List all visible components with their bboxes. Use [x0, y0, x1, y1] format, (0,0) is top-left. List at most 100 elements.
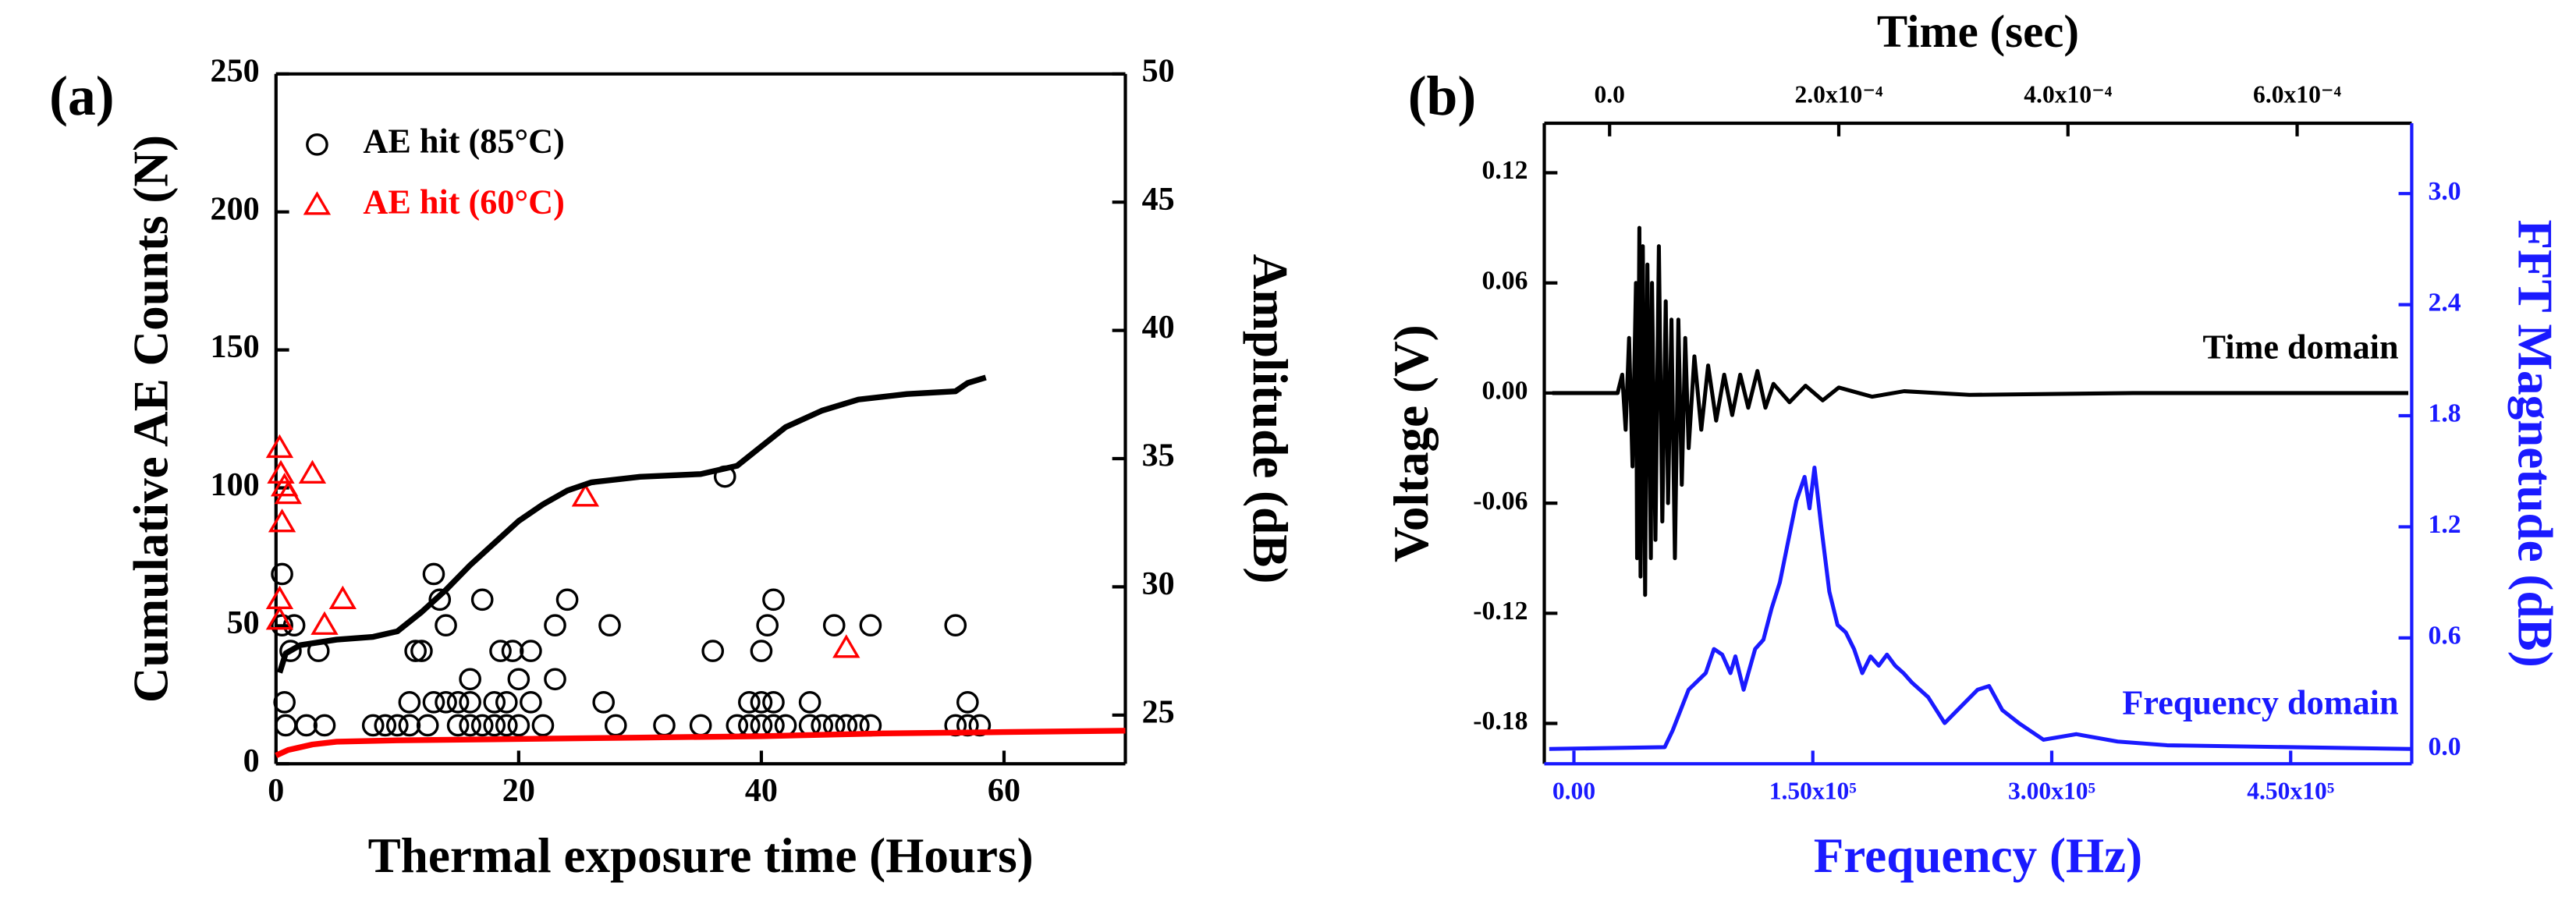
x-axis-label: Frequency (Hz) — [1814, 828, 2143, 883]
scatter-point — [832, 634, 860, 658]
top-tick-label: 0.0 — [1594, 81, 1624, 108]
scatter-point — [265, 434, 294, 459]
right-tick-label: 25 — [1142, 693, 1175, 730]
scatter-point — [310, 611, 339, 635]
scatter-point — [404, 640, 427, 662]
left-tick-label: 0.06 — [1482, 266, 1528, 295]
left-tick-label: -0.18 — [1473, 707, 1528, 736]
scatter-point — [762, 691, 785, 714]
x-axis-label: Thermal exposure time (Hours) — [368, 828, 1034, 883]
scatter-point — [298, 459, 327, 484]
right-tick-label: 40 — [1142, 309, 1175, 346]
scatter-point — [446, 691, 470, 714]
scatter-point — [271, 562, 293, 586]
scatter-point — [416, 714, 439, 737]
scatter-point — [520, 691, 542, 714]
legend-label: AE hit (60°C) — [363, 183, 564, 221]
bottom-tick-label: 20 — [502, 772, 535, 809]
scatter-point — [774, 714, 797, 737]
right-tick-label: 1.8 — [2428, 399, 2461, 428]
scatter-point — [274, 480, 303, 505]
scatter-point — [762, 588, 785, 611]
data-line — [1549, 465, 2411, 751]
scatter-point — [507, 714, 530, 737]
y-axis-label: Voltage (V) — [1384, 324, 1439, 562]
scatter-point — [750, 691, 773, 714]
right-tick-label: 35 — [1142, 438, 1175, 474]
right-tick-label: 50 — [1142, 52, 1175, 89]
scatter-point — [555, 588, 579, 611]
bottom-tick-label: 3.00x10⁵ — [2008, 777, 2095, 804]
left-tick-label: 0.12 — [1482, 156, 1528, 185]
right-tick-label: 0.6 — [2428, 622, 2461, 650]
y2-axis-label: FFT Magnetude (dB) — [2508, 219, 2563, 667]
scatter-point — [410, 640, 433, 662]
scatter-point — [544, 614, 566, 637]
right-tick-label: 0.0 — [2428, 732, 2461, 761]
right-tick-label: 30 — [1142, 565, 1175, 602]
scatter-point — [265, 606, 294, 630]
scatter-point — [520, 640, 542, 662]
right-tick-label: 1.2 — [2428, 510, 2461, 539]
left-tick-label: 50 — [227, 604, 260, 641]
scatter-point — [598, 614, 621, 637]
panel-label: (b) — [1408, 66, 1476, 127]
left-tick-label: 0 — [243, 743, 260, 779]
scatter-point — [265, 585, 294, 610]
right-tick-label: 2.4 — [2428, 288, 2461, 317]
scatter-point — [435, 691, 457, 714]
series-annotation: Time domain — [2203, 328, 2399, 366]
scatter-point — [944, 614, 967, 637]
bottom-tick-label: 40 — [745, 772, 778, 809]
scatter-point — [274, 714, 297, 737]
series-annotation: Frequency domain — [2122, 684, 2398, 722]
left-tick-label: 150 — [211, 328, 260, 365]
scatter-point — [571, 483, 600, 507]
scatter-point — [495, 691, 518, 714]
scatter-point — [956, 691, 979, 714]
left-tick-label: 0.00 — [1482, 377, 1528, 406]
scatter-point — [701, 640, 725, 662]
scatter-point — [470, 714, 494, 737]
scatter-point — [689, 714, 712, 737]
legend-marker — [303, 191, 332, 215]
right-tick-label: 45 — [1142, 181, 1175, 218]
scatter-point — [592, 691, 616, 714]
scatter-point — [531, 714, 555, 737]
top-tick-label: 6.0x10⁻⁴ — [2253, 81, 2342, 108]
scatter-point — [822, 614, 846, 637]
left-tick-label: 250 — [211, 52, 260, 89]
scatter-point — [328, 585, 357, 610]
right-tick-label: 3.0 — [2428, 177, 2461, 206]
legend-marker — [306, 133, 328, 156]
scatter-point — [428, 588, 452, 611]
scatter-point — [279, 640, 302, 662]
scatter-point — [507, 668, 530, 691]
scatter-point — [750, 640, 773, 662]
scatter-point — [798, 691, 821, 714]
bottom-tick-label: 0.00 — [1552, 777, 1595, 804]
scatter-point — [435, 614, 457, 637]
scatter-point — [459, 714, 481, 737]
scatter-point — [544, 668, 566, 691]
scatter-point — [495, 714, 518, 737]
scatter-point — [738, 691, 761, 714]
scatter-point — [273, 691, 296, 714]
y-axis-label: Cumulative AE Counts (N) — [124, 135, 179, 703]
scatter-point — [756, 614, 779, 637]
scatter-point — [470, 588, 494, 611]
left-tick-label: -0.06 — [1473, 487, 1528, 516]
bottom-tick-label: 60 — [988, 772, 1020, 809]
bottom-tick-label: 1.50x10⁵ — [1769, 777, 1857, 804]
data-line — [275, 728, 1126, 759]
scatter-point — [459, 691, 481, 714]
left-tick-label: 100 — [211, 466, 260, 503]
x2-axis-label: Time (sec) — [1877, 5, 2079, 57]
scatter-point — [501, 640, 524, 662]
scatter-point — [422, 562, 445, 586]
data-line — [276, 374, 987, 674]
scatter-point — [398, 714, 421, 737]
scatter-point — [859, 614, 882, 637]
scatter-point — [361, 714, 385, 737]
